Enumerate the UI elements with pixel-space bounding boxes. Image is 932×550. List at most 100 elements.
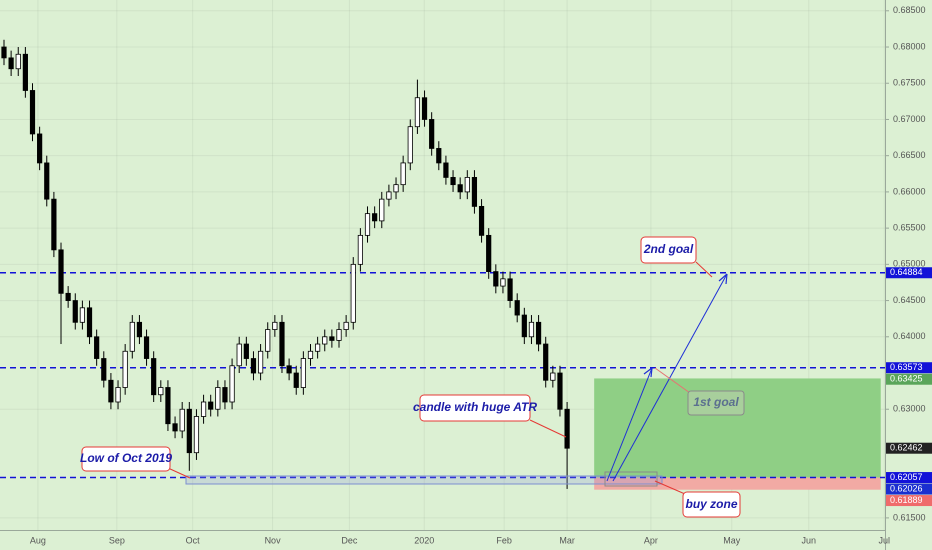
candle-body bbox=[436, 148, 442, 164]
y-tick-label: 0.66000 bbox=[893, 186, 926, 196]
price-badge bbox=[886, 495, 932, 507]
candle-body bbox=[372, 213, 378, 222]
candle-body bbox=[550, 372, 556, 381]
candle-body bbox=[493, 271, 499, 287]
callout-box bbox=[81, 446, 171, 472]
price-badge-label: 0.62057 bbox=[890, 472, 923, 482]
candle-body bbox=[1, 46, 7, 59]
price-badge-label: 0.63425 bbox=[890, 374, 923, 384]
candle-body bbox=[535, 321, 542, 345]
candle-body bbox=[22, 53, 28, 91]
callout-box bbox=[419, 394, 531, 422]
candle-body bbox=[186, 408, 192, 454]
candle-body bbox=[464, 177, 470, 193]
candle-body bbox=[115, 387, 121, 403]
candle-body bbox=[222, 387, 228, 403]
candle-body bbox=[393, 184, 399, 193]
y-tick-label: 0.65500 bbox=[893, 223, 926, 233]
candle-body bbox=[165, 387, 171, 425]
candle-body bbox=[129, 321, 135, 352]
price-badge bbox=[886, 483, 932, 495]
x-tick-label: Dec bbox=[341, 535, 358, 545]
candles bbox=[1, 39, 570, 489]
candle-body bbox=[200, 401, 207, 417]
callout-line bbox=[529, 419, 567, 438]
candle-body bbox=[286, 365, 292, 374]
candle-body bbox=[514, 300, 520, 316]
stop-zone bbox=[594, 477, 881, 490]
candle-body bbox=[79, 307, 85, 323]
candle-body bbox=[421, 97, 428, 120]
x-tick-label: 2020 bbox=[414, 535, 434, 545]
callout-text: Low of Oct 2019 bbox=[80, 451, 172, 465]
candle-body bbox=[229, 365, 235, 403]
candle-body bbox=[521, 314, 527, 338]
x-tick-label: Apr bbox=[644, 535, 658, 545]
x-tick-label: Sep bbox=[109, 535, 125, 545]
candle-body bbox=[543, 343, 549, 381]
candle-body bbox=[193, 416, 200, 454]
price-badge-label: 0.62026 bbox=[890, 483, 923, 493]
callout-line bbox=[167, 467, 191, 479]
candle-body bbox=[215, 387, 221, 410]
candle-body bbox=[279, 321, 285, 367]
y-tick-label: 0.68000 bbox=[893, 41, 926, 51]
candle-body bbox=[564, 408, 570, 449]
y-tick-label: 0.66500 bbox=[893, 150, 926, 160]
y-tick-label: 0.61500 bbox=[893, 512, 926, 522]
price-badge-label: 0.62462 bbox=[890, 443, 923, 453]
candle-body bbox=[8, 57, 14, 70]
callout-box bbox=[682, 491, 741, 518]
callout-box bbox=[687, 390, 745, 416]
candle-body bbox=[357, 234, 363, 265]
y-tick-label: 0.68500 bbox=[893, 5, 926, 15]
price-badge bbox=[886, 472, 932, 484]
x-tick-label: Jul bbox=[879, 535, 891, 545]
candle-body bbox=[65, 292, 71, 301]
y-tick-label: 0.65000 bbox=[893, 259, 926, 269]
candle-body bbox=[386, 191, 392, 200]
price-badge bbox=[886, 442, 932, 454]
candle-body bbox=[329, 336, 335, 341]
candle-body bbox=[29, 90, 36, 135]
candle-body bbox=[457, 184, 463, 193]
price-badge bbox=[886, 373, 932, 385]
candle-body bbox=[307, 350, 314, 359]
callout-text: 1st goal bbox=[693, 395, 739, 409]
candle-body bbox=[443, 162, 449, 178]
candle-body bbox=[528, 321, 535, 338]
candle-body bbox=[400, 162, 406, 186]
candle-body bbox=[37, 133, 43, 164]
candle-body bbox=[379, 198, 385, 222]
callout-box bbox=[640, 236, 697, 264]
candle-body bbox=[158, 387, 164, 396]
candle-body bbox=[407, 126, 413, 164]
arrow-head bbox=[643, 367, 653, 378]
candle-body bbox=[108, 379, 114, 403]
candle-body bbox=[471, 177, 478, 207]
price-badge bbox=[886, 267, 932, 279]
candle-body bbox=[343, 321, 349, 330]
candle-body bbox=[500, 278, 506, 287]
candle-body bbox=[51, 198, 57, 251]
price-badge-label: 0.64884 bbox=[890, 267, 923, 277]
candle-body bbox=[257, 350, 264, 374]
callout-text: candle with huge ATR bbox=[413, 400, 537, 414]
candle-body bbox=[414, 97, 421, 128]
candle-body bbox=[58, 249, 64, 294]
candle-body bbox=[172, 423, 178, 432]
candle-body bbox=[272, 321, 278, 330]
y-tick-label: 0.64500 bbox=[893, 295, 926, 305]
candle-body bbox=[243, 343, 249, 359]
arrow bbox=[606, 367, 653, 482]
candle-body bbox=[265, 329, 271, 352]
candle-body bbox=[136, 321, 143, 338]
candle-body bbox=[101, 358, 107, 381]
candle-body bbox=[15, 53, 21, 70]
x-tick-label: Feb bbox=[496, 535, 512, 545]
y-tick-label: 0.63000 bbox=[893, 404, 926, 414]
candle-body bbox=[450, 177, 456, 186]
y-tick-label: 0.67500 bbox=[893, 78, 926, 88]
low-zone-box bbox=[185, 475, 663, 485]
